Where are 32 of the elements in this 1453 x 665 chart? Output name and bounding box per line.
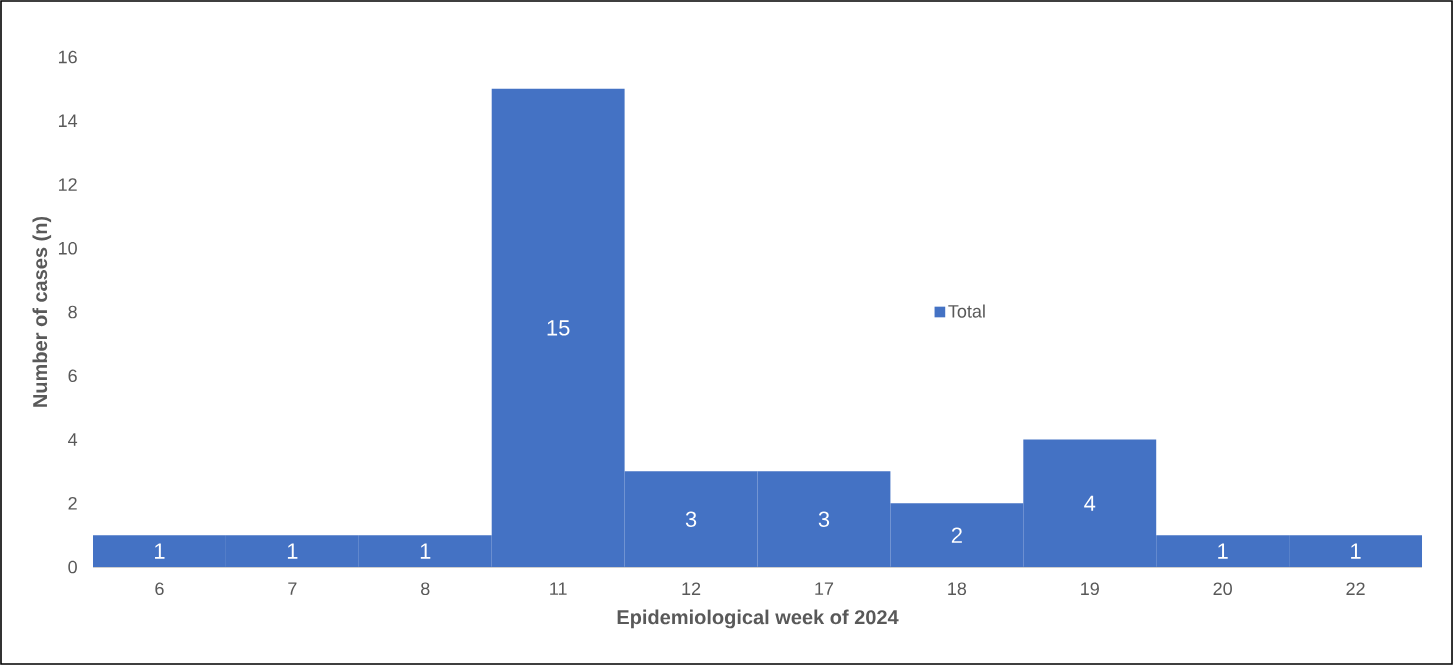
y-tick-label: 12 <box>58 178 77 191</box>
x-axis-title: Epidemiological week of 2024 <box>617 609 899 629</box>
x-tick-label: 12 <box>682 582 701 595</box>
data-label: 3 <box>818 511 830 527</box>
x-tick-label: 20 <box>1213 582 1232 596</box>
y-axis-title: Number of cases (n) <box>32 216 52 407</box>
y-tick-label: 16 <box>58 50 77 64</box>
data-label: 1 <box>1351 543 1361 559</box>
x-tick-label: 17 <box>815 582 834 595</box>
data-label: 15 <box>547 320 570 336</box>
x-tick-label: 19 <box>1081 582 1099 596</box>
x-tick-label: 6 <box>155 582 164 596</box>
y-tick-label: 2 <box>68 496 77 510</box>
data-label: 3 <box>685 511 697 527</box>
x-tick-label: 18 <box>948 582 967 596</box>
data-label: 1 <box>155 543 165 559</box>
y-tick-label: 14 <box>58 114 78 127</box>
data-label: 1 <box>1218 543 1228 559</box>
x-tick-label: 11 <box>550 582 567 595</box>
y-tick-label: 4 <box>68 433 78 446</box>
legend-label: Total <box>948 304 985 318</box>
y-tick-label: 6 <box>68 369 77 383</box>
data-label: 1 <box>420 543 431 559</box>
y-tick-label: 10 <box>58 241 77 255</box>
x-tick-label: 22 <box>1346 582 1365 595</box>
data-label: 4 <box>1084 495 1096 511</box>
x-tick-label: 8 <box>421 582 430 596</box>
y-tick-label: 0 <box>68 560 77 574</box>
data-label: 2 <box>951 527 962 543</box>
x-tick-label: 7 <box>288 582 297 595</box>
data-label: 1 <box>287 543 298 559</box>
y-tick-label: 8 <box>68 305 77 319</box>
